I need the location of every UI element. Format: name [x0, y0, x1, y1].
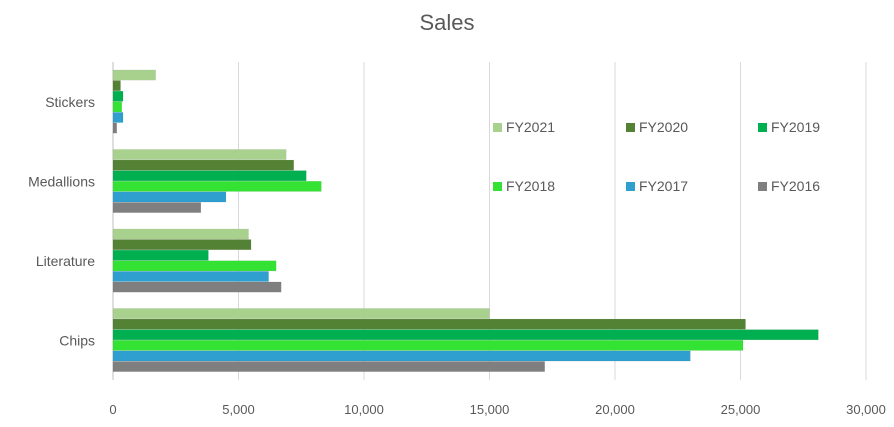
bar-stickers-fy2021 [112, 69, 156, 81]
legend-swatch-fy2019 [758, 123, 767, 132]
legend-label-fy2016: FY2016 [771, 178, 820, 194]
category-label-literature: Literature [36, 253, 95, 269]
bar-stickers-fy2017 [112, 112, 124, 123]
x-tick-label: 20,000 [595, 402, 635, 417]
x-tick-label: 0 [109, 402, 116, 417]
legend-swatch-fy2021 [493, 123, 502, 132]
x-tick-label: 15,000 [470, 402, 510, 417]
x-tick-label: 5,000 [222, 402, 255, 417]
bar-literature-fy2016 [112, 281, 282, 293]
legend-swatch-fy2020 [626, 123, 635, 132]
legend-label-fy2019: FY2019 [771, 119, 820, 135]
legend-label-fy2021: FY2021 [506, 119, 555, 135]
legend-swatch-fy2017 [626, 182, 635, 191]
bar-chips-fy2017 [112, 350, 691, 362]
chart-title: Sales [419, 10, 474, 35]
category-label-chips: Chips [59, 332, 95, 348]
legend-label-fy2020: FY2020 [639, 119, 688, 135]
bar-literature-fy2018 [112, 260, 277, 272]
bar-literature-fy2017 [112, 271, 269, 282]
bar-medallions-fy2017 [112, 191, 227, 203]
bar-chips-fy2020 [112, 318, 746, 330]
bar-literature-fy2021 [112, 228, 249, 240]
bar-medallions-fy2021 [112, 149, 287, 160]
bar-medallions-fy2018 [112, 181, 322, 192]
bar-chips-fy2016 [112, 361, 545, 372]
bar-medallions-fy2020 [112, 159, 294, 171]
bar-chips-fy2021 [112, 308, 490, 319]
legend-label-fy2018: FY2018 [506, 178, 555, 194]
bar-chips-fy2019 [112, 329, 819, 341]
x-axis-tick-labels: 0 5,000 10,000 15,000 20,000 25,000 30,000 [109, 402, 886, 417]
bar-stickers-fy2016 [112, 122, 118, 134]
bars [112, 69, 819, 372]
bar-stickers-fy2018 [112, 101, 123, 113]
x-tick-label: 30,000 [846, 402, 886, 417]
bar-medallions-fy2016 [112, 202, 202, 213]
legend-swatch-fy2016 [758, 182, 767, 191]
category-label-medallions: Medallions [28, 173, 95, 189]
legend: FY2021 FY2020 FY2019 FY2018 FY2017 FY2016 [493, 119, 820, 194]
bar-stickers-fy2019 [112, 90, 124, 102]
bar-chips-fy2018 [112, 340, 744, 351]
bar-medallions-fy2019 [112, 170, 307, 182]
bar-stickers-fy2020 [112, 80, 121, 92]
x-tick-label: 10,000 [344, 402, 384, 417]
bar-literature-fy2019 [112, 249, 209, 261]
bar-literature-fy2020 [112, 239, 252, 251]
legend-label-fy2017: FY2017 [639, 178, 688, 194]
x-tick-label: 25,000 [721, 402, 761, 417]
category-label-stickers: Stickers [45, 94, 95, 110]
legend-swatch-fy2018 [493, 182, 502, 191]
category-labels: Stickers Medallions Literature Chips [28, 94, 95, 349]
